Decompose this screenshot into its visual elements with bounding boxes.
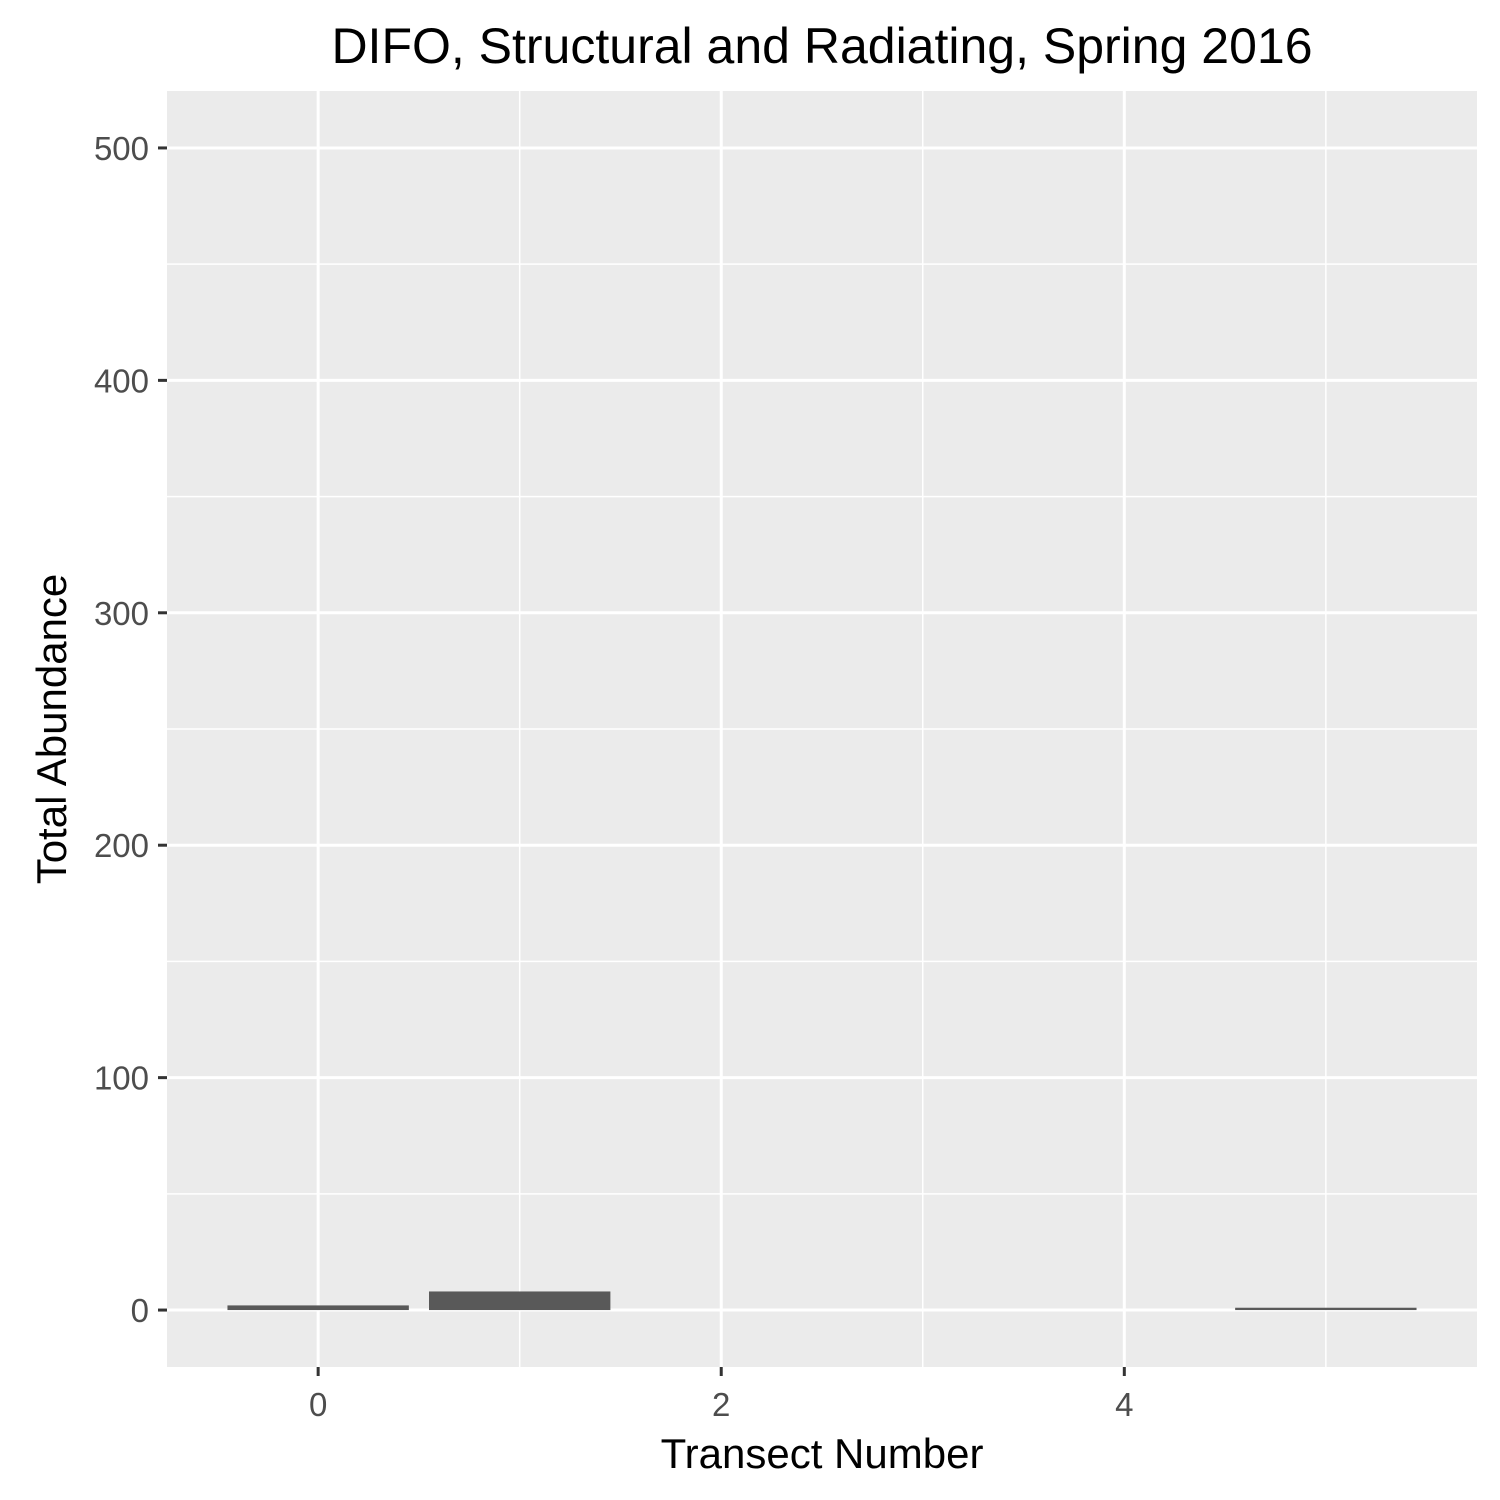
y-tick-label: 100 [94, 1060, 149, 1097]
bar [227, 1305, 409, 1311]
y-tick-label: 500 [94, 130, 149, 167]
y-axis: 0 100 200 300 400 500 [94, 130, 167, 1329]
y-axis-title: Total Abundance [28, 574, 75, 885]
y-tick-label: 300 [94, 595, 149, 632]
y-tick-label: 200 [94, 827, 149, 864]
x-tick-label: 2 [712, 1386, 730, 1423]
chart-title: DIFO, Structural and Radiating, Spring 2… [331, 18, 1312, 74]
x-tick-label: 4 [1115, 1386, 1133, 1423]
bar [429, 1291, 611, 1311]
x-axis: 0 2 4 [309, 1367, 1133, 1423]
x-tick-label: 0 [309, 1386, 327, 1423]
x-axis-title: Transect Number [661, 1430, 984, 1477]
y-tick-label: 0 [131, 1292, 149, 1329]
y-tick-label: 400 [94, 362, 149, 399]
bars [227, 1291, 1417, 1311]
bar [1235, 1307, 1417, 1311]
major-gridlines [167, 91, 1477, 1367]
minor-gridlines [167, 91, 1477, 1367]
